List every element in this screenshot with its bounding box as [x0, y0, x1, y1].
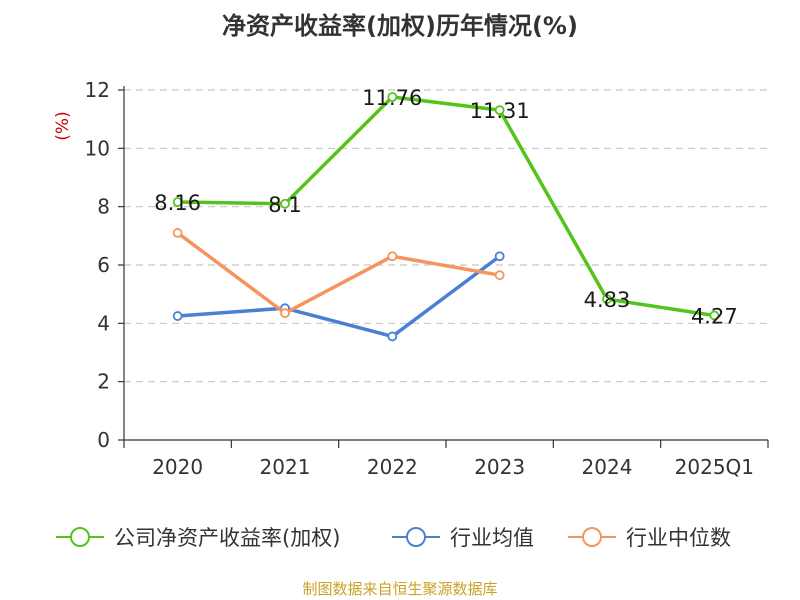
data-point — [387, 92, 398, 102]
x-tick-label: 2022 — [367, 455, 418, 479]
x-tick-label: 2025Q1 — [675, 455, 754, 479]
data-labels: 8.16 8.1 11.76 11.31 4.83 4.27 — [154, 86, 737, 328]
legend-marker — [70, 527, 90, 547]
x-tick-label: 2023 — [474, 455, 525, 479]
legend-marker — [582, 527, 602, 547]
y-tick-label: 0 — [97, 428, 110, 452]
data-point — [172, 197, 183, 207]
data-point — [709, 310, 720, 321]
legend-label: 公司净资产收益率(加权) — [114, 526, 340, 550]
series-lines — [172, 92, 720, 342]
data-point — [602, 294, 612, 305]
x-tick-label: 2020 — [152, 455, 203, 479]
data-point — [280, 308, 290, 319]
y-tick-label: 4 — [97, 311, 110, 335]
data-label: 4.27 — [691, 304, 738, 328]
data-point — [172, 228, 183, 238]
source-note: 制图数据来自恒生聚源数据库 — [302, 580, 498, 598]
data-point — [172, 311, 183, 321]
legend-label: 行业均值 — [450, 526, 534, 550]
data-point — [494, 251, 505, 262]
series-line — [177, 254, 501, 339]
legend: 公司净资产收益率(加权) 行业均值 行业中位数 — [56, 526, 731, 550]
y-axis-label: (%) — [53, 111, 73, 140]
x-tick-label: 2021 — [260, 455, 311, 479]
data-label: 4.83 — [584, 288, 631, 312]
series-line — [176, 231, 500, 315]
chart-title: 净资产收益率(加权)历年情况(%) — [222, 12, 578, 40]
x-tick-label: 2024 — [582, 455, 633, 479]
data-label: 11.76 — [362, 86, 422, 110]
data-label: 11.31 — [470, 99, 530, 123]
y-tick-label: 8 — [97, 195, 110, 219]
data-point — [387, 251, 398, 262]
grid-lines — [124, 89, 768, 383]
axes: 0 2 4 6 8 10 12 (%) 2020 2021 2022 2023 2024 2025Q1 — [53, 78, 769, 479]
data-point — [494, 270, 505, 281]
data-label: 8.1 — [268, 193, 301, 217]
y-tick-label: 2 — [97, 370, 110, 394]
series-line — [177, 95, 715, 318]
legend-marker — [406, 527, 426, 547]
y-tick-label: 6 — [97, 253, 110, 277]
data-point — [494, 105, 505, 116]
data-label: 8.16 — [154, 191, 201, 215]
y-tick-label: 12 — [85, 78, 110, 102]
data-point — [387, 331, 398, 342]
legend-label: 行业中位数 — [626, 526, 731, 550]
data-point — [280, 198, 290, 209]
y-tick-label: 10 — [85, 136, 110, 160]
